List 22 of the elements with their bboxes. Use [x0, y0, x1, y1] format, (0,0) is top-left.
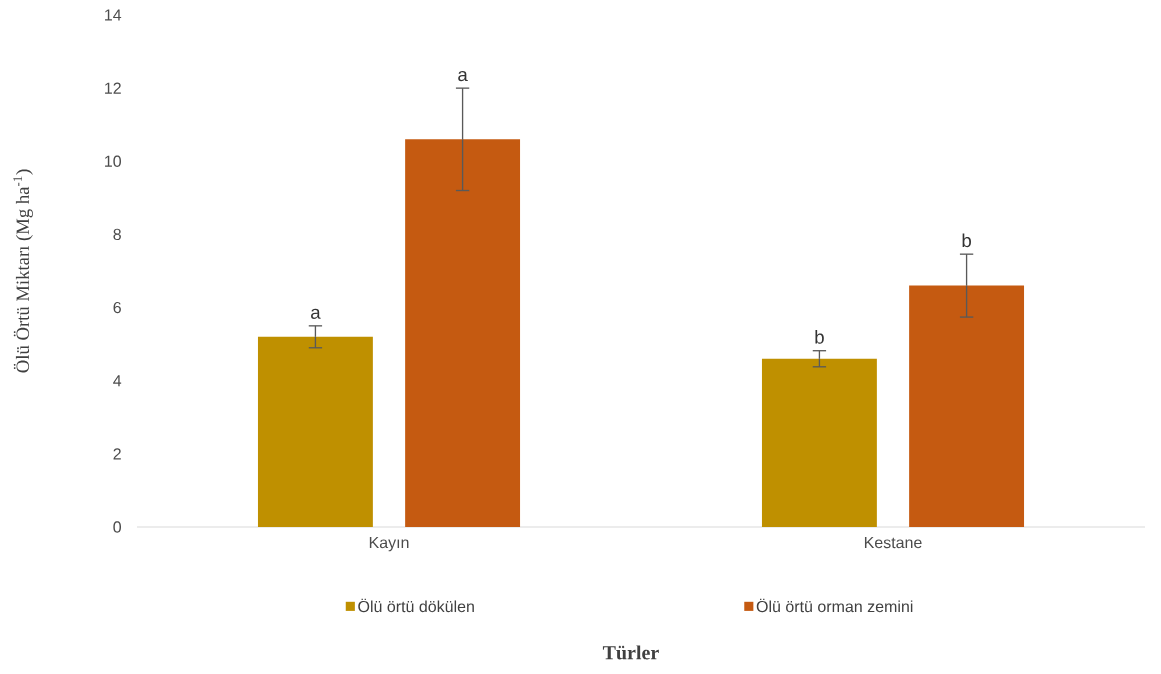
legend-label: Ölü örtü dökülen	[358, 598, 474, 613]
y-tick-label: 14	[105, 9, 122, 21]
bar	[909, 285, 1025, 527]
x-axis-title: Türler	[602, 645, 659, 660]
bar	[257, 336, 373, 527]
y-tick-label: 10	[105, 155, 122, 167]
x-tick-label: Kayın	[369, 537, 409, 552]
bar	[761, 358, 877, 527]
annotation: a	[458, 70, 468, 82]
y-tick-label: 2	[113, 448, 121, 460]
legend-label: Ölü örtü orman zemini	[756, 598, 913, 613]
x-tick-label: Kestane	[864, 537, 922, 549]
y-tick-label: 0	[113, 521, 122, 533]
y-tick-label: 8	[113, 228, 121, 241]
annotation: a	[311, 308, 321, 319]
y-tick-label: 4	[113, 375, 122, 387]
bar	[405, 139, 521, 527]
y-axis-title: Ölü Örtü Miktarı (Mg ha$^{-1}$)	[13, 169, 33, 373]
y-tick-label: 6	[113, 301, 121, 314]
annotation: b	[962, 233, 971, 248]
annotation: b	[815, 330, 824, 344]
y-tick-label: 12	[105, 82, 121, 94]
